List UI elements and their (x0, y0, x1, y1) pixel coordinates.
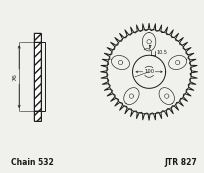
Text: 10.5: 10.5 (156, 50, 167, 55)
Bar (34, 33, 41, 42)
Text: 100: 100 (143, 69, 153, 74)
Bar (34, 111, 41, 121)
Text: Chain 532: Chain 532 (11, 158, 53, 167)
FancyBboxPatch shape (34, 42, 41, 111)
Bar (41, 42, 44, 111)
Text: JT: JT (148, 45, 151, 49)
Bar (34, 111, 41, 121)
Text: 76: 76 (13, 73, 18, 81)
Text: JTR 827: JTR 827 (163, 158, 196, 167)
Bar (34, 33, 41, 42)
